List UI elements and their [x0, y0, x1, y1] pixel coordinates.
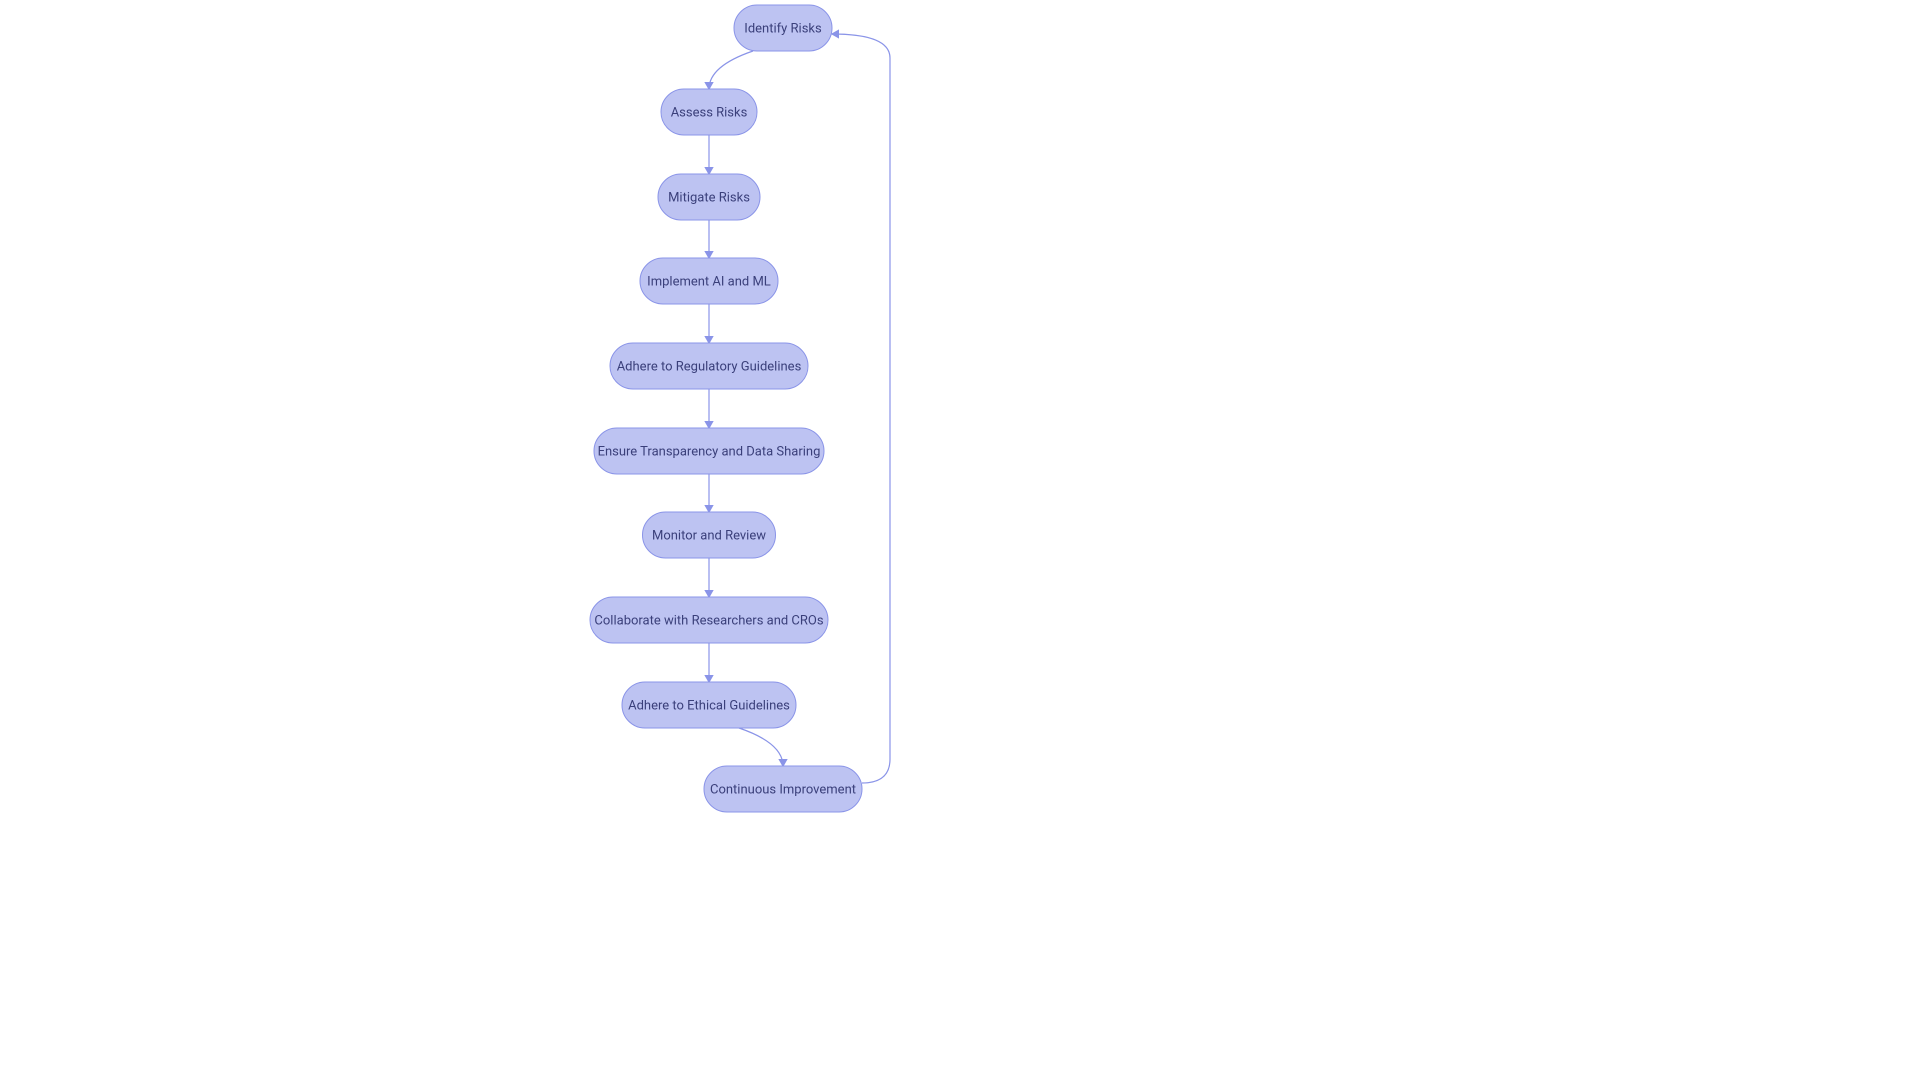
flow-node-label: Ensure Transparency and Data Sharing — [598, 444, 821, 459]
flow-node: Continuous Improvement — [704, 766, 862, 812]
flow-node: Collaborate with Researchers and CROs — [590, 597, 828, 643]
flow-node-label: Adhere to Ethical Guidelines — [628, 698, 790, 713]
flow-edge — [709, 51, 753, 89]
flow-node: Identify Risks — [734, 5, 832, 51]
flow-node-label: Implement AI and ML — [647, 274, 771, 289]
flow-node: Mitigate Risks — [658, 174, 760, 220]
flow-node: Assess Risks — [661, 89, 757, 135]
flowchart-canvas: Identify Risks Assess Risks Mitigate Risks… — [0, 0, 1920, 1080]
flow-node-label: Mitigate Risks — [668, 190, 750, 205]
flow-node-label: Collaborate with Researchers and CROs — [594, 613, 823, 628]
flow-edge — [832, 34, 890, 783]
flow-node-label: Continuous Improvement — [710, 782, 856, 797]
flow-node: Monitor and Review — [643, 512, 776, 558]
flow-node-label: Identify Risks — [744, 21, 822, 36]
flow-node: Implement AI and ML — [640, 258, 778, 304]
flow-node: Ensure Transparency and Data Sharing — [594, 428, 824, 474]
flow-node: Adhere to Regulatory Guidelines — [610, 343, 808, 389]
flow-node: Adhere to Ethical Guidelines — [622, 682, 796, 728]
flow-node-label: Adhere to Regulatory Guidelines — [617, 359, 802, 374]
flow-edge — [739, 728, 783, 766]
flow-node-label: Monitor and Review — [652, 528, 766, 543]
flow-node-label: Assess Risks — [671, 105, 748, 120]
